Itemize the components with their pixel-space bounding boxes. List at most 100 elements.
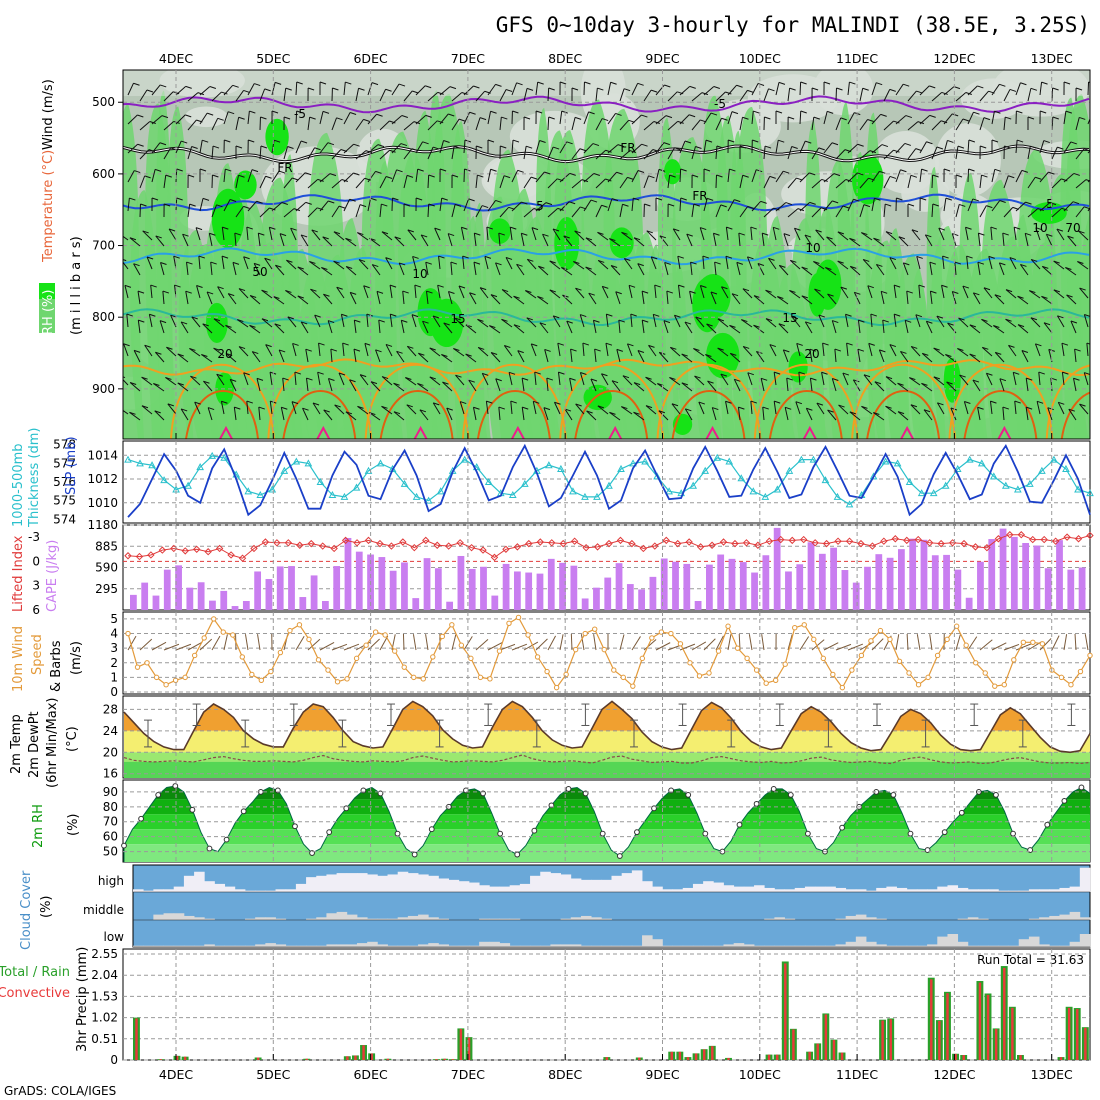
wind10m-barb <box>929 634 933 651</box>
upper-wind-barb <box>389 285 393 299</box>
upper-wind-barb <box>955 146 959 160</box>
upper-wind-barb <box>870 314 873 328</box>
upper-wind-barb <box>280 407 285 421</box>
upper-wind-barb <box>405 377 417 386</box>
lifted-index-point <box>891 535 900 543</box>
upper-wind-barb <box>880 291 885 305</box>
upper-wind-barb <box>210 262 213 276</box>
lifted-index-point <box>1086 531 1094 540</box>
wind10m-barb <box>451 634 457 651</box>
upper-wind-barb <box>955 118 964 131</box>
upper-wind-barb <box>571 206 581 218</box>
wind10m-speed-point <box>582 630 588 637</box>
upper-wind-barb <box>363 285 369 299</box>
upper-wind-barb-feather <box>1021 350 1029 353</box>
upper-wind-barb-feather <box>260 116 267 120</box>
upper-wind-barb-feather <box>752 139 759 143</box>
precip-convective-bar <box>962 1055 965 1060</box>
upper-wind-barb <box>885 405 897 415</box>
upper-wind-barb <box>821 372 825 386</box>
upper-wind-barb <box>594 349 597 363</box>
wind10m-barb <box>895 634 900 651</box>
upper-wind-barb <box>434 227 441 241</box>
upper-wind-barb <box>547 146 554 160</box>
upper-wind-barb <box>385 257 393 270</box>
isotherm-30-arch <box>219 425 233 439</box>
upper-wind-barb <box>655 142 665 154</box>
upper-wind-barb-feather <box>663 320 671 324</box>
precip-convective-bar <box>824 1014 828 1060</box>
cloud-high-bar <box>143 890 154 892</box>
upper-wind-barb-feather <box>885 405 892 409</box>
upper-wind-barb <box>1013 227 1017 241</box>
lifted-index-point <box>525 539 533 548</box>
upper-wind-barb <box>631 114 642 125</box>
upper-wind-barb-feather <box>146 256 154 260</box>
upper-wind-barb <box>521 378 525 392</box>
upper-wind-barb-feather <box>557 342 564 346</box>
cloud-middle-bar <box>183 915 195 920</box>
upper-wind-barb <box>364 343 369 357</box>
cloud-high-bar <box>458 881 470 892</box>
upper-wind-barb-feather <box>968 139 976 143</box>
lifted-index-point <box>903 536 911 545</box>
cape-bar <box>480 566 487 610</box>
precip-tick-label: 2.55 <box>91 947 118 961</box>
wind10m-axis-label-c: & Barbs <box>49 640 64 692</box>
upper-wind-barb <box>175 140 182 154</box>
upper-wind-barb-feather <box>530 176 538 180</box>
upper-wind-barb-feather <box>309 116 316 120</box>
cloud-high-bar <box>682 887 694 892</box>
lifted-index-point <box>318 542 327 550</box>
cape-bar <box>886 557 894 610</box>
rh-saturated-area <box>206 302 228 344</box>
wind10m-barb <box>570 633 573 651</box>
cape-bar <box>830 547 838 610</box>
upper-wind-barb <box>677 285 681 299</box>
wind10m-speed-point <box>639 655 646 662</box>
upper-wind-barb <box>462 256 465 270</box>
upper-wind-barb-feather <box>942 255 949 259</box>
cape-bar <box>457 555 465 610</box>
cape-bar <box>920 539 928 610</box>
upper-wind-barb <box>458 285 465 299</box>
upper-wind-barb-feather <box>439 168 447 172</box>
upper-wind-barb-feather <box>317 178 324 182</box>
upper-wind-barb <box>259 145 262 160</box>
upper-wind-barb <box>787 146 793 160</box>
lifted-index-point <box>364 536 373 545</box>
upper-wind-barb <box>307 147 316 160</box>
wind10m-speed-point <box>220 629 226 635</box>
upper-wind-barb <box>643 121 655 131</box>
upper-wind-barb <box>885 231 897 241</box>
upper-wind-barb <box>619 88 625 102</box>
upper-wind-barb <box>221 256 225 270</box>
upper-wind-barb-feather <box>229 199 237 202</box>
wind10m-barb <box>199 638 213 651</box>
upper-wind-barb <box>768 258 777 270</box>
thickness-tick-label: 577 <box>53 456 76 470</box>
rh2m-point <box>394 830 401 837</box>
upper-wind-barb-feather <box>501 116 508 120</box>
upper-wind-barb-feather <box>832 378 839 382</box>
upper-wind-barb <box>477 318 489 328</box>
upper-wind-barb-feather <box>654 284 661 288</box>
upper-wind-barb-feather <box>186 261 193 265</box>
upper-wind-barb-feather <box>570 348 577 352</box>
upper-wind-barb-feather <box>986 205 993 209</box>
rh-shading <box>123 70 1090 439</box>
thickness-point <box>376 459 385 467</box>
cloud-high-bar <box>1079 867 1091 892</box>
precip-convective-bar <box>702 1049 706 1060</box>
cape-bar <box>1010 536 1018 610</box>
cape-bar <box>762 555 770 610</box>
upper-wind-barb <box>1083 314 1089 328</box>
upper-wind-barb-feather <box>622 203 629 207</box>
wind10m-speed-point <box>611 667 617 673</box>
upper-wind-barb-feather <box>153 383 160 386</box>
upper-wind-barb <box>607 82 612 96</box>
wind10m-barb <box>643 639 657 651</box>
upper-wind-barb <box>1074 349 1077 363</box>
cloud-middle-bar <box>1059 914 1071 920</box>
